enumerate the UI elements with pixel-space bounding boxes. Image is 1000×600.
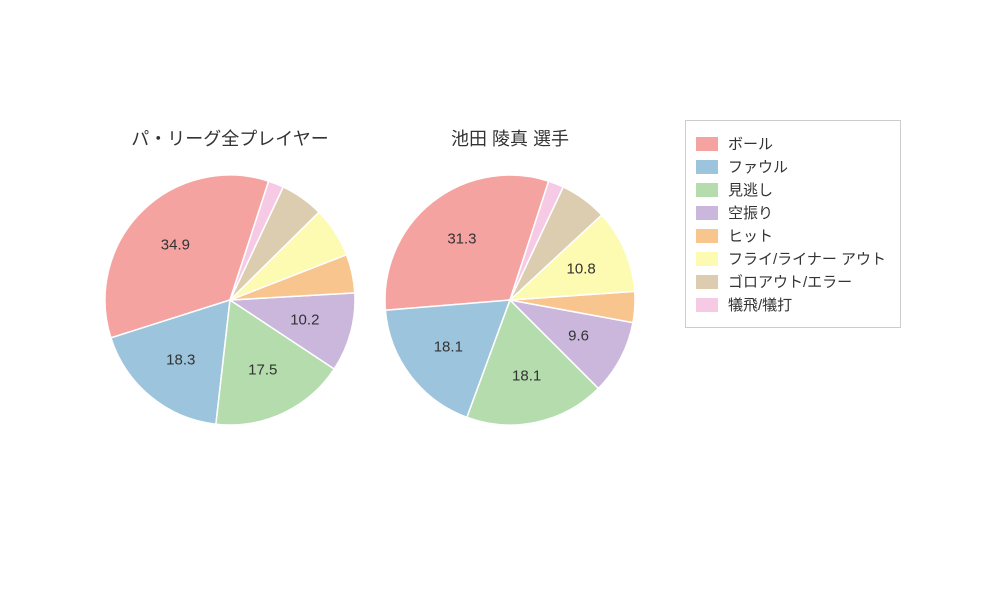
legend-label: 見逃し bbox=[728, 179, 773, 200]
legend-label: ゴロアウト/エラー bbox=[728, 271, 852, 292]
pie-slice-label: 18.1 bbox=[434, 338, 463, 355]
legend-label: フライ/ライナー アウト bbox=[728, 248, 886, 269]
legend-item: 犠飛/犠打 bbox=[696, 294, 886, 315]
pie-slice-label: 10.2 bbox=[290, 312, 319, 329]
legend-swatch bbox=[696, 183, 718, 197]
legend-label: 犠飛/犠打 bbox=[728, 294, 792, 315]
legend-item: フライ/ライナー アウト bbox=[696, 248, 886, 269]
legend-label: 空振り bbox=[728, 202, 773, 223]
legend-swatch bbox=[696, 160, 718, 174]
pie-title: パ・リーグ全プレイヤー bbox=[105, 125, 355, 151]
legend-label: ヒット bbox=[728, 225, 773, 246]
legend-swatch bbox=[696, 298, 718, 312]
pie-slice-label: 17.5 bbox=[248, 362, 277, 379]
legend-label: ボール bbox=[728, 133, 773, 154]
legend-item: ファウル bbox=[696, 156, 886, 177]
pie-slice-label: 18.1 bbox=[512, 367, 541, 384]
legend-swatch bbox=[696, 137, 718, 151]
legend: ボールファウル見逃し空振りヒットフライ/ライナー アウトゴロアウト/エラー犠飛/… bbox=[685, 120, 901, 328]
pie-chart bbox=[105, 175, 355, 425]
pie-slice-label: 34.9 bbox=[161, 237, 190, 254]
legend-item: ヒット bbox=[696, 225, 886, 246]
pie-slice-label: 10.8 bbox=[567, 261, 596, 278]
legend-item: ボール bbox=[696, 133, 886, 154]
legend-label: ファウル bbox=[728, 156, 788, 177]
pie-title: 池田 陵真 選手 bbox=[385, 125, 635, 151]
legend-swatch bbox=[696, 275, 718, 289]
pie-slice-label: 18.3 bbox=[166, 351, 195, 368]
legend-swatch bbox=[696, 252, 718, 266]
legend-item: ゴロアウト/エラー bbox=[696, 271, 886, 292]
legend-swatch bbox=[696, 206, 718, 220]
pie-slice-label: 31.3 bbox=[447, 231, 476, 248]
chart-container: パ・リーグ全プレイヤー 34.9 18.3 17.5 10.2 池田 陵真 選手 31.3 1… bbox=[0, 0, 1000, 600]
legend-item: 見逃し bbox=[696, 179, 886, 200]
legend-item: 空振り bbox=[696, 202, 886, 223]
legend-swatch bbox=[696, 229, 718, 243]
pie-slice-label: 9.6 bbox=[568, 328, 589, 345]
pie-chart bbox=[385, 175, 635, 425]
